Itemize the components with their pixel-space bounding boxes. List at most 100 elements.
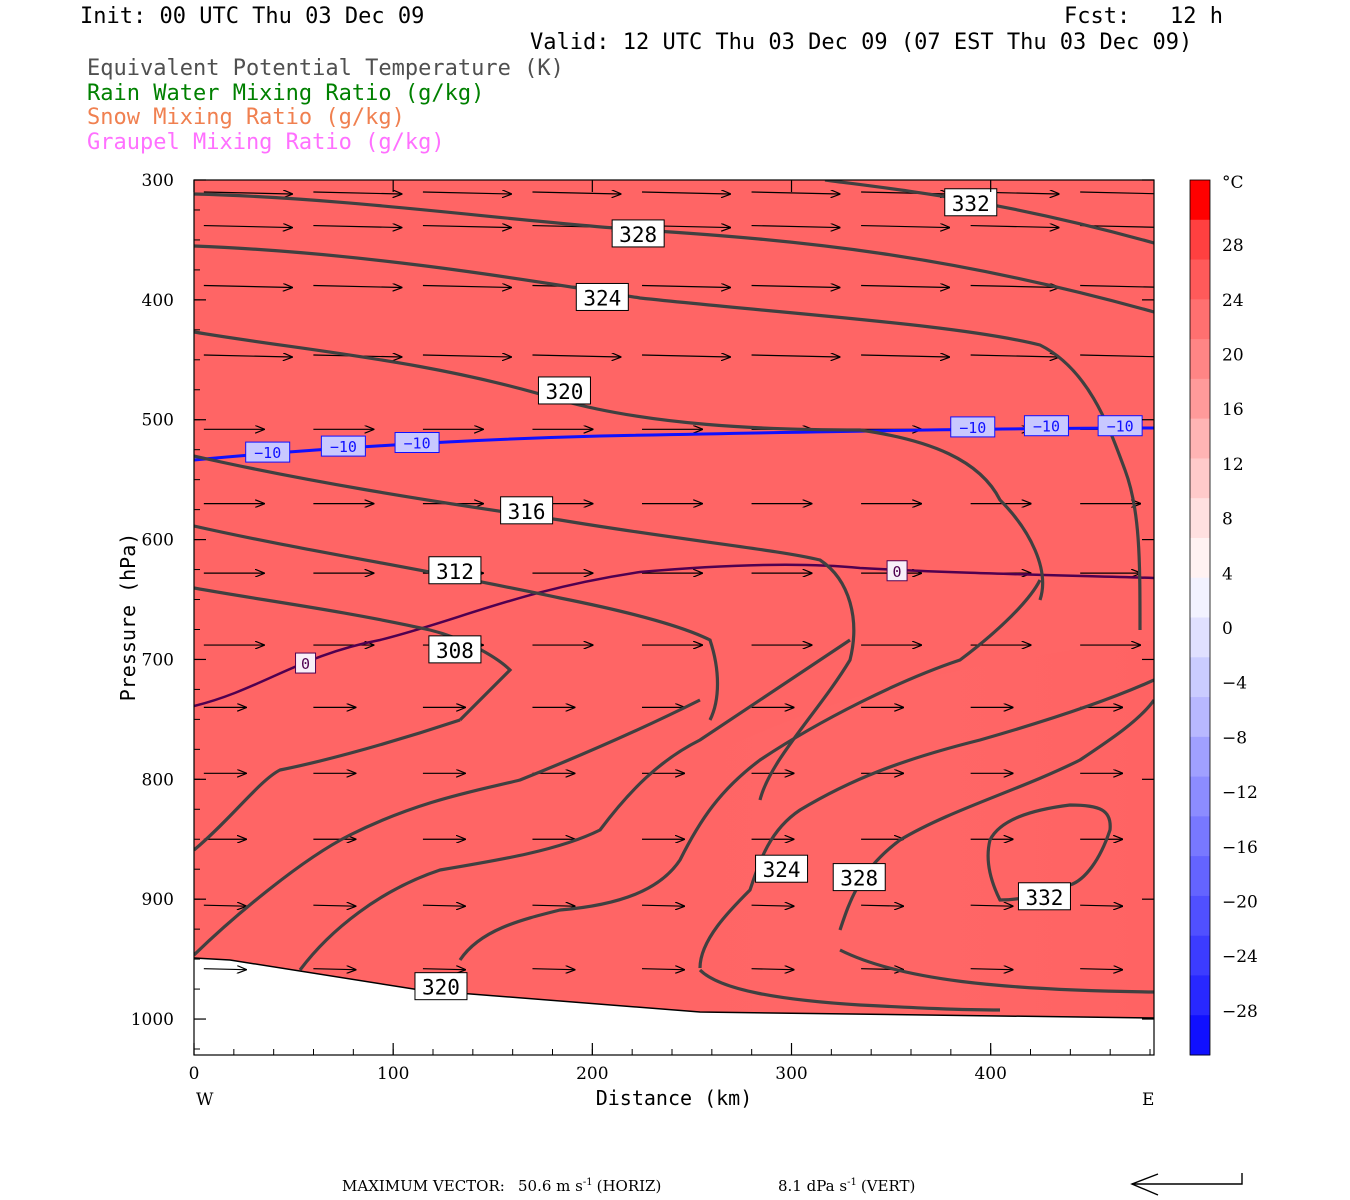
- theta-e-contour-324: [194, 244, 1142, 631]
- y-tick-label: 400: [142, 291, 174, 311]
- x-tick-label: 0: [189, 1064, 200, 1084]
- wind-vector: [751, 226, 840, 228]
- colorbar-swatch: [1190, 856, 1210, 897]
- wind-vector: [422, 285, 511, 287]
- axes: 300 400 500 600 700 800 900 1000 0 100 200 300 400: [131, 171, 1154, 1084]
- y-tick-label: 700: [142, 650, 174, 670]
- colorbar-swatch: [1190, 935, 1210, 976]
- isotherm-label-box: [394, 432, 440, 453]
- colorbar-swatch: [1190, 657, 1210, 698]
- colorbar-label: −8: [1222, 728, 1247, 748]
- theta-e-contour-low-324: [458, 579, 1042, 961]
- reference-vector-arrow: [1130, 1173, 1243, 1196]
- wind-vector: [861, 905, 903, 906]
- theta-e-label-box: [414, 972, 468, 1001]
- colorbar-unit: °C: [1222, 173, 1244, 193]
- colorbar-label: 0: [1222, 619, 1233, 639]
- colorbar-swatch: [1190, 816, 1210, 857]
- isotherm-label: −10: [959, 419, 986, 437]
- east-label: E: [1142, 1090, 1154, 1110]
- x-tick-label: 100: [377, 1064, 409, 1084]
- wind-vector: [313, 905, 355, 906]
- wind-vector: [751, 285, 840, 287]
- horiz-value: 50.6 m s-1 (HORIZ): [518, 1177, 661, 1195]
- wind-vector: [970, 285, 1059, 287]
- isotherm-labels: −10 −10 −10 −10 −10 −10 0 0: [245, 415, 1143, 674]
- wind-vector: [203, 969, 246, 970]
- theta-e-label-box: [944, 188, 998, 217]
- colorbar-label: 8: [1222, 510, 1233, 530]
- theta-e-label: 324: [583, 286, 621, 310]
- theta-e-label: 332: [952, 192, 990, 216]
- isotherm-label: −10: [1033, 418, 1060, 436]
- valid-time: Valid: 12 UTC Thu 03 Dec 09 (07 EST Thu …: [530, 30, 1193, 55]
- theta-e-contour-low-316: [194, 698, 701, 957]
- isotherm-label-box: [295, 652, 317, 674]
- colorbar-swatch: [1190, 736, 1210, 778]
- wind-vector: [422, 905, 465, 906]
- wind-vector: [641, 285, 730, 287]
- isotherm-label-box: [950, 416, 996, 438]
- legend-theta-e: Equivalent Potential Temperature (K): [87, 56, 564, 81]
- wind-vector: [313, 969, 355, 970]
- isotherm-label: −10: [404, 435, 431, 453]
- isotherm-label-box: [320, 435, 366, 457]
- legend-snow: Snow Mixing Ratio (g/kg): [87, 105, 405, 130]
- colorbar-swatch: [1190, 577, 1210, 618]
- y-tick-label: 800: [142, 770, 174, 790]
- isotherm-label-box: [1023, 415, 1069, 437]
- warm-sector-shading: [700, 640, 1154, 1020]
- theta-e-label-box: [1017, 882, 1071, 911]
- colorbar-label: 28: [1222, 236, 1244, 256]
- isotherm-label: −10: [254, 444, 281, 462]
- colorbar-swatch: [1190, 895, 1210, 937]
- theta-e-label-box: [428, 556, 482, 585]
- colorbar-label: −20: [1222, 893, 1258, 913]
- wind-vector: [751, 969, 794, 970]
- isotherm-label: 0: [893, 563, 902, 581]
- isotherm-label-box: [245, 441, 291, 463]
- theta-e-label-box: [428, 635, 482, 664]
- colorbar-swatch: [1190, 697, 1210, 738]
- isotherm-label: −10: [1107, 418, 1134, 436]
- theta-e-contour-316: [194, 454, 856, 801]
- theta-e-contour-312: [194, 524, 720, 721]
- colorbar-swatch: [1190, 1015, 1210, 1056]
- theta-e-label-box: [537, 376, 591, 405]
- theta-e-labels: 332 328 324 320 316 312 308 324 328 332 320: [414, 188, 1071, 1001]
- legend-rain-water: Rain Water Mixing Ratio (g/kg): [87, 81, 485, 106]
- theta-e-label: 324: [763, 858, 801, 882]
- wind-vector: [1080, 905, 1122, 906]
- wind-vector: [422, 226, 511, 228]
- theta-e-contour-inner-b: [839, 948, 1154, 994]
- legend-graupel: Graupel Mixing Ratio (g/kg): [87, 130, 445, 155]
- wind-vector: [861, 226, 949, 228]
- colorbar-label: −28: [1222, 1002, 1258, 1022]
- theta-e-contour-320: [194, 330, 1045, 601]
- colorbar-swatch: [1190, 180, 1210, 221]
- wind-vector: [203, 355, 292, 357]
- colorbar-label: −4: [1222, 674, 1247, 694]
- wind-vector: [861, 285, 949, 287]
- y-tick-label: 300: [142, 171, 174, 191]
- theta-e-contour-low-332: [698, 968, 1001, 1012]
- wind-vector: [641, 905, 684, 906]
- colorbar-label: −16: [1222, 838, 1258, 858]
- colorbar-label: −12: [1222, 783, 1258, 803]
- footer: MAXIMUM VECTOR: 50.6 m s-1 (HORIZ) 8.1 dP…: [342, 1177, 915, 1195]
- theta-e-contour-308: [194, 586, 513, 722]
- wind-vector: [203, 905, 246, 906]
- theta-e-label: 308: [436, 639, 474, 663]
- isotherm-label-box: [886, 560, 908, 582]
- theta-e-contour-low-328: [698, 678, 1154, 969]
- wind-vector: [970, 969, 1013, 970]
- colorbar-swatch: [1190, 339, 1210, 380]
- wind-vector: [970, 355, 1059, 357]
- wind-vector: [1080, 969, 1122, 970]
- wind-vector: [313, 226, 401, 228]
- wind-vector: [313, 285, 401, 287]
- colorbar-frame: [1189, 179, 1211, 1056]
- wind-vector: [532, 192, 620, 194]
